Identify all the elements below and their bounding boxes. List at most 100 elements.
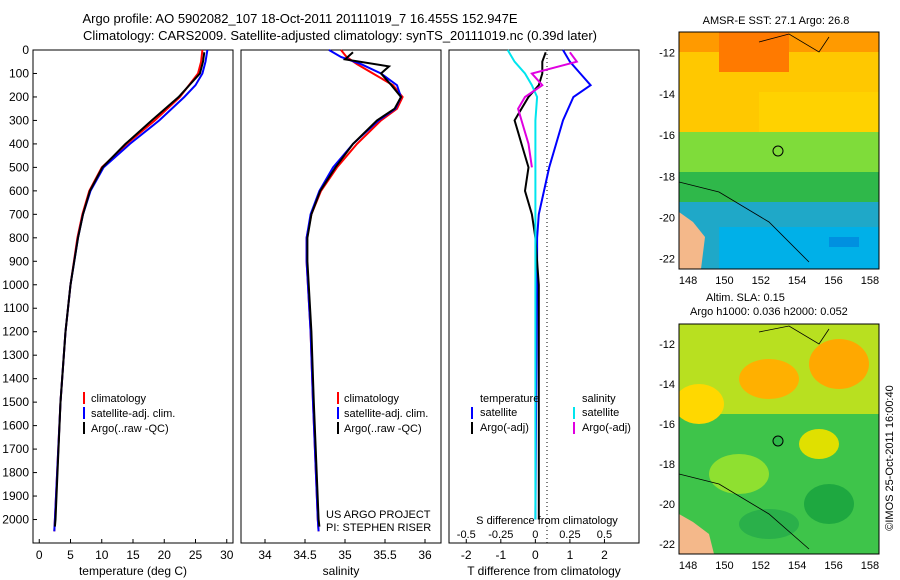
title-line-1: Argo profile: AO 5902082_107 18-Oct-2011… [82,11,517,26]
y-tick-label: 1200 [2,325,29,339]
legend-s-satellite-label: satellite [582,407,619,419]
project-label: US ARGO PROJECT [326,509,431,521]
map-x-tick-label: 148 [679,275,697,287]
legend-salinity-heading: salinity [582,393,616,405]
map-y-tick-label: -22 [659,254,675,266]
x-tick-label: 15 [126,548,140,562]
y-tick-label: 200 [9,90,29,104]
x-tick-label: -1 [495,548,506,562]
sst-map-field [679,32,879,269]
map-x-tick-label: 154 [788,560,806,572]
legend-argo-label: Argo(..raw -QC) [344,423,422,435]
map-x-tick-label: 156 [824,560,842,572]
t-difference-label: T difference from climatology [467,564,621,578]
y-tick-label: 1800 [2,466,29,480]
y-tick-label: 700 [9,207,29,221]
series-t-satellite [534,49,593,520]
x-tick-top-label: 0 [532,529,538,541]
x-tick-top-label: 0.25 [559,529,580,541]
salinity-panel: 34 34.5 35 35.5 36 salinity climatology sate… [240,49,442,578]
x-tick-top-label: 0.5 [597,529,612,541]
map-x-tick-label: 150 [715,275,733,287]
coastline [679,325,830,550]
x-tick-label: 34 [258,548,272,562]
map-x-tick-label: 158 [861,560,879,572]
map-x-tick-label: 154 [788,275,806,287]
x-tick-label: 35 [338,548,352,562]
y-tick-label: 1300 [2,348,29,362]
map-y-tick-label: -22 [659,539,675,551]
y-tick-label: 300 [9,113,29,127]
map-x-tick-label: 150 [715,560,733,572]
y-tick-label: 0 [22,43,29,57]
map-x-tick-label: 158 [861,275,879,287]
sst-map: AMSR-E SST: 27.1 Argo: 26.8 148 150 152 154… [659,15,880,287]
x-tick-label: 25 [189,548,203,562]
x-tick-label: 0 [36,548,43,562]
y-tick-label: 1600 [2,419,29,433]
x-tick-label: 30 [220,548,234,562]
sla-map-field [679,324,879,554]
pi-label: PI: STEPHEN RISER [326,522,431,534]
y-tick-label: 1100 [3,301,29,315]
map-y-tick-label: -18 [659,171,675,183]
x-tick-label: 10 [95,548,109,562]
temperature-axes-frame [32,49,234,544]
x-tick-label: 1 [567,548,574,562]
coastline [679,33,830,263]
x-tick-label: 34.5 [293,548,317,562]
coast-shape [679,212,705,269]
y-tick-label: 800 [9,231,29,245]
legend-t-argo-label: Argo(-adj) [480,422,529,434]
map-y-tick-label: -12 [659,48,675,60]
s-difference-label: S difference from climatology [476,515,618,527]
y-tick-label: 2000 [2,513,29,527]
sla-map: Altim. SLA: 0.15 Argo h1000: 0.036 h2000… [659,292,880,572]
legend-s-argo-label: Argo(-adj) [582,422,631,434]
legend-temperature-heading: temperature [480,393,539,405]
series-s-argo-adj- [517,51,579,168]
coast-shape [679,514,714,554]
y-tick-label: 500 [9,160,29,174]
legend-satellite-label: satellite-adj. clim. [91,408,175,420]
salinity-axes-frame [240,49,442,544]
x-tick-label: -2 [461,548,472,562]
map-x-tick-label: 156 [824,275,842,287]
y-tick-label: 1700 [2,442,29,456]
legend-t-satellite-label: satellite [480,407,517,419]
map-y-tick-label: -18 [659,459,675,471]
sst-map-title: AMSR-E SST: 27.1 Argo: 26.8 [703,15,850,27]
x-tick-top-label: -0.5 [457,529,476,541]
legend-argo-label: Argo(..raw -QC) [91,423,169,435]
difference-legend: temperature salinity satellite Argo(-adj… [471,393,631,434]
temperature-panel: 0100200300400500600700800900100011001200… [2,43,233,578]
difference-axes-frame [448,49,640,544]
series-climatology [305,49,404,532]
temperature-xlabel: temperature (deg C) [79,564,187,578]
difference-panel: -2 -1 0 1 2 -0.5 -0.25 0 0.25 0.5 S difference f… [448,49,640,578]
y-tick-label: 1500 [2,395,29,409]
series-argo-raw-qc- [306,51,403,527]
legend-climatology-label: climatology [91,393,147,405]
argo-location-marker [772,145,784,157]
series-satellite-adj-clim- [53,49,209,532]
y-tick-label: 1900 [2,489,29,503]
map-y-tick-label: -16 [659,419,675,431]
series-s-satellite [506,49,539,520]
x-tick-top-label: -0.25 [488,529,513,541]
y-tick-label: 900 [9,254,29,268]
y-tick-label: 600 [9,184,29,198]
y-tick-label: 1000 [2,278,29,292]
map-y-tick-label: -14 [659,89,675,101]
salinity-legend: climatology satellite-adj. clim. Argo(..… [337,392,428,435]
salinity-xlabel: salinity [323,564,360,578]
map-y-tick-label: -12 [659,339,675,351]
x-tick-label: 0 [532,548,539,562]
x-tick-label: 2 [601,548,608,562]
x-tick-label: 20 [158,548,172,562]
legend-satellite-label: satellite-adj. clim. [344,408,428,420]
title-line-2: Climatology: CARS2009. Satellite-adjuste… [83,28,597,43]
map-y-tick-label: -20 [659,212,675,224]
series-climatology [53,49,204,532]
